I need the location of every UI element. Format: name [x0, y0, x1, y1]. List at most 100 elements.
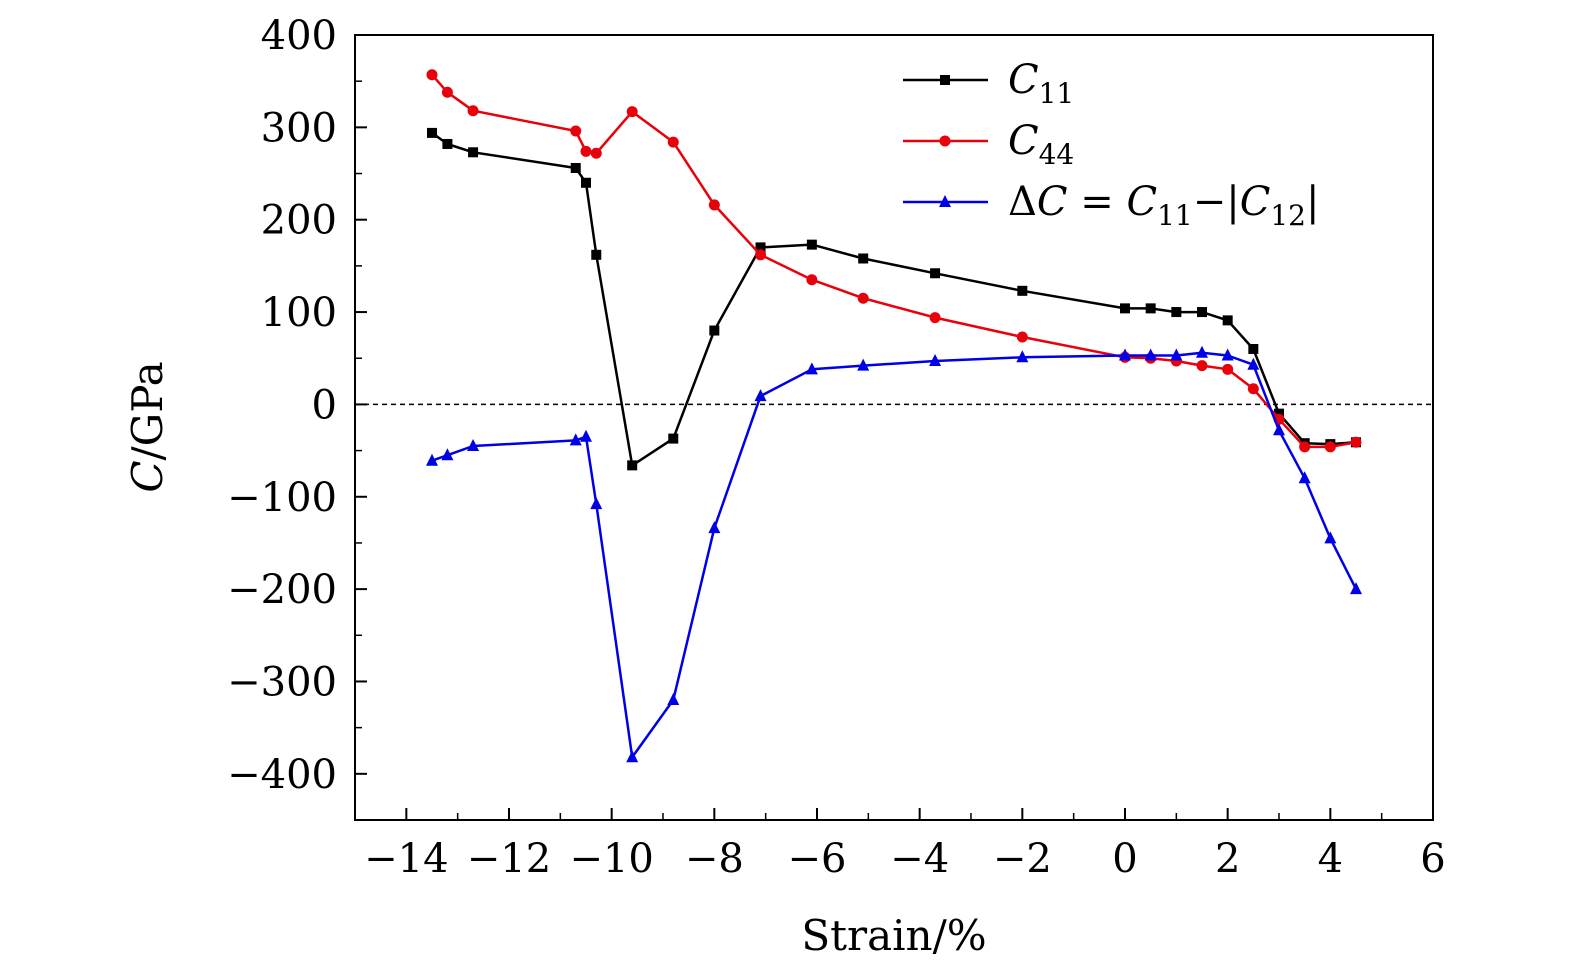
data-point-c11: [1274, 408, 1284, 419]
data-point-delta-c: [1273, 423, 1285, 436]
legend-entry-c11[interactable]: C11: [903, 57, 1074, 110]
data-point-c11: [1197, 307, 1207, 318]
plot-frame: [354, 34, 1434, 821]
data-point-delta-c: [580, 429, 592, 442]
data-point-delta-c: [1196, 345, 1208, 358]
y-tick-label: 300: [261, 105, 337, 151]
legend-marker-delta-c: [939, 195, 951, 207]
y-axis-title-unit: /GPa: [123, 361, 172, 460]
data-point-c44: [467, 105, 479, 117]
data-point-c44: [570, 125, 582, 137]
data-point-c11: [930, 268, 941, 279]
y-tick-label: −200: [227, 567, 337, 613]
legend: C11 C44 ΔC = C11−|C12|: [903, 57, 1319, 232]
series-layer: [426, 69, 1362, 763]
x-axis-title: Strain/%: [801, 911, 986, 960]
legend-label-c44: C44: [1008, 118, 1074, 171]
legend-marker-c44: [939, 135, 951, 147]
data-point-c44: [806, 274, 818, 286]
data-point-c11: [1120, 303, 1130, 314]
data-point-delta-c: [929, 354, 942, 367]
data-point-c44: [1324, 441, 1336, 453]
x-tick-label: −2: [993, 836, 1052, 882]
x-tick-label: 2: [1215, 836, 1240, 882]
data-point-c11: [627, 460, 638, 471]
y-tick-label: 0: [312, 382, 337, 428]
data-point-c44: [441, 86, 453, 98]
y-tick-label: 400: [261, 13, 337, 59]
x-tick-label: −12: [467, 836, 551, 882]
data-point-c44: [1222, 363, 1234, 375]
data-point-c11: [591, 249, 602, 260]
data-point-delta-c: [441, 448, 454, 461]
legend-entry-delta-c[interactable]: ΔC = C11−|C12|: [903, 179, 1319, 232]
data-point-delta-c: [1350, 582, 1362, 595]
legend-entry-c44[interactable]: C44: [903, 118, 1074, 171]
data-point-c11: [468, 147, 479, 158]
x-tick-label: −8: [685, 836, 744, 882]
y-axis-title: C/GPa: [123, 361, 172, 492]
y-axis-title-symbol: C: [123, 460, 172, 492]
data-point-delta-c: [1324, 531, 1337, 544]
data-point-c44: [626, 106, 638, 118]
data-point-delta-c: [1016, 350, 1029, 363]
x-tick-label: −10: [569, 836, 653, 882]
series-line-delta-c: [431, 351, 1358, 759]
data-point-c11: [1171, 307, 1182, 318]
axes-layer: −14 −12 −10 −8 −6 −4 −2 0 2 4 6 400 300 200 100 0 −100 −2…: [227, 13, 1446, 882]
data-point-c44: [1247, 383, 1259, 395]
data-point-c44: [857, 292, 869, 304]
y-tick-label: −300: [227, 659, 337, 705]
x-tick-label: −14: [364, 836, 448, 882]
y-tick-label: 100: [261, 290, 337, 336]
data-point-c11: [1248, 344, 1259, 354]
series-delta-c: [426, 345, 1362, 763]
data-point-delta-c: [1247, 357, 1260, 370]
y-tick-label: −400: [227, 752, 337, 798]
data-point-delta-c: [426, 453, 438, 466]
data-point-c44: [580, 145, 592, 157]
data-point-c44: [590, 147, 602, 159]
data-point-c11: [427, 127, 437, 138]
data-point-delta-c: [626, 750, 639, 763]
x-tick-label: 0: [1112, 836, 1137, 882]
legend-label-delta-c: ΔC = C11−|C12|: [1008, 179, 1319, 232]
data-point-c11: [570, 162, 581, 173]
data-point-delta-c: [667, 692, 680, 705]
legend-label-c11: C11: [1008, 57, 1074, 110]
data-point-c11: [709, 325, 720, 336]
data-point-c11: [581, 177, 591, 188]
data-point-c44: [667, 136, 679, 148]
data-point-c11: [1222, 315, 1233, 326]
legend-marker-c11: [940, 75, 950, 85]
data-point-delta-c: [590, 497, 603, 510]
x-tick-label: −4: [890, 836, 949, 882]
data-point-delta-c: [1144, 348, 1157, 361]
data-point-c11: [755, 242, 766, 253]
data-point-delta-c: [1170, 348, 1183, 361]
data-point-c44: [1016, 331, 1028, 343]
data-point-c11: [1145, 303, 1156, 314]
data-point-c11: [668, 433, 679, 444]
data-point-c11: [442, 138, 453, 149]
series-c44: [426, 69, 1362, 453]
x-tick-label: −6: [788, 836, 847, 882]
data-point-delta-c: [857, 358, 870, 371]
data-point-c11: [858, 253, 869, 264]
data-point-c44: [1196, 360, 1208, 372]
data-point-c44: [1299, 441, 1311, 453]
y-tick-label: 200: [261, 198, 337, 244]
x-tick-label: 6: [1420, 836, 1445, 882]
data-point-delta-c: [1119, 348, 1131, 361]
data-point-c11: [806, 239, 817, 250]
y-tick-label: −100: [227, 475, 337, 521]
data-point-c44: [755, 249, 767, 261]
data-point-delta-c: [1298, 471, 1311, 484]
data-point-delta-c: [708, 521, 721, 534]
data-point-delta-c: [1221, 348, 1234, 361]
x-tick-label: 4: [1318, 836, 1343, 882]
data-point-c44: [708, 199, 720, 211]
data-point-delta-c: [569, 433, 582, 446]
data-point-c11: [1017, 285, 1028, 296]
